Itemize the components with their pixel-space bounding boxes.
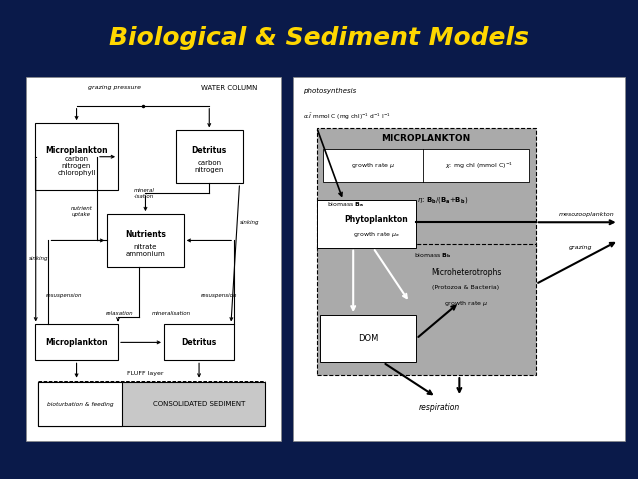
Text: growth rate $\mu$: growth rate $\mu$: [351, 161, 395, 171]
Text: $\alpha$.$\bar{I}$ mmol C (mg chl)$^{-1}$ d$^{-1}$ I$^{-1}$: $\alpha$.$\bar{I}$ mmol C (mg chl)$^{-1}…: [304, 112, 391, 122]
FancyBboxPatch shape: [164, 324, 234, 360]
Text: grazing: grazing: [569, 245, 592, 250]
Text: Detritus: Detritus: [191, 147, 227, 156]
FancyBboxPatch shape: [107, 214, 184, 267]
FancyBboxPatch shape: [38, 382, 265, 426]
Text: sinking: sinking: [29, 256, 48, 261]
Text: carbon
nitrogen: carbon nitrogen: [195, 160, 224, 173]
Text: $\eta$: $\mathbf{B_b}$/$(\mathbf{B_a}$+$\mathbf{B_b})$: $\eta$: $\mathbf{B_b}$/$(\mathbf{B_a}$+$…: [417, 195, 468, 205]
Text: WATER COLUMN: WATER COLUMN: [202, 85, 258, 91]
Text: Biological & Sediment Models: Biological & Sediment Models: [109, 26, 529, 50]
Text: relaxation: relaxation: [106, 311, 134, 316]
Text: biomass $\mathbf{B_b}$: biomass $\mathbf{B_b}$: [414, 251, 452, 260]
Text: Detritus: Detritus: [181, 338, 217, 347]
Text: growth rate $\mu_a$: growth rate $\mu_a$: [353, 230, 400, 240]
FancyBboxPatch shape: [293, 77, 625, 441]
Text: carbon
nitrogen
chlorophyll: carbon nitrogen chlorophyll: [57, 156, 96, 176]
FancyBboxPatch shape: [35, 123, 118, 190]
Text: nutrient
uptake: nutrient uptake: [71, 206, 93, 217]
FancyBboxPatch shape: [175, 130, 242, 183]
Text: resuspension: resuspension: [201, 293, 238, 297]
Text: photosynthesis: photosynthesis: [304, 88, 357, 94]
Text: FLUFF layer: FLUFF layer: [127, 371, 164, 376]
FancyBboxPatch shape: [26, 77, 281, 441]
FancyBboxPatch shape: [316, 127, 536, 251]
Text: MICROPLANKTON: MICROPLANKTON: [382, 134, 471, 143]
Text: Phytoplankton: Phytoplankton: [345, 215, 408, 224]
Text: nitrate
ammonium: nitrate ammonium: [126, 243, 165, 257]
Text: biomass $\mathbf{B_a}$: biomass $\mathbf{B_a}$: [327, 200, 364, 209]
Text: bioturbation & feeding: bioturbation & feeding: [47, 402, 114, 407]
FancyBboxPatch shape: [323, 149, 529, 182]
Text: growth rate $\mu$: growth rate $\mu$: [444, 298, 488, 308]
FancyBboxPatch shape: [316, 244, 536, 375]
Text: (Protozoa & Bacteria): (Protozoa & Bacteria): [433, 285, 500, 290]
Text: Microplankton: Microplankton: [45, 338, 108, 347]
Text: resuspension: resuspension: [45, 293, 82, 297]
Text: mesozooplankton: mesozooplankton: [559, 213, 614, 217]
FancyBboxPatch shape: [35, 324, 118, 360]
Text: Microheterotrophs: Microheterotrophs: [431, 268, 501, 277]
Text: Microplankton: Microplankton: [45, 147, 108, 156]
Text: grazing pressure: grazing pressure: [88, 85, 142, 90]
FancyBboxPatch shape: [320, 315, 416, 363]
Text: mineralisation: mineralisation: [151, 311, 191, 316]
Text: sinking: sinking: [241, 220, 260, 225]
Text: $\chi$: mg chl (mmol C)$^{-1}$: $\chi$: mg chl (mmol C)$^{-1}$: [445, 160, 514, 171]
Text: respiration: respiration: [419, 403, 460, 412]
Text: mineral
-isation: mineral -isation: [134, 188, 154, 198]
Text: DOM: DOM: [358, 334, 378, 343]
Text: CONSOLIDATED SEDIMENT: CONSOLIDATED SEDIMENT: [153, 401, 245, 407]
FancyBboxPatch shape: [38, 382, 122, 426]
FancyBboxPatch shape: [316, 200, 416, 248]
Text: Nutrients: Nutrients: [125, 230, 166, 239]
